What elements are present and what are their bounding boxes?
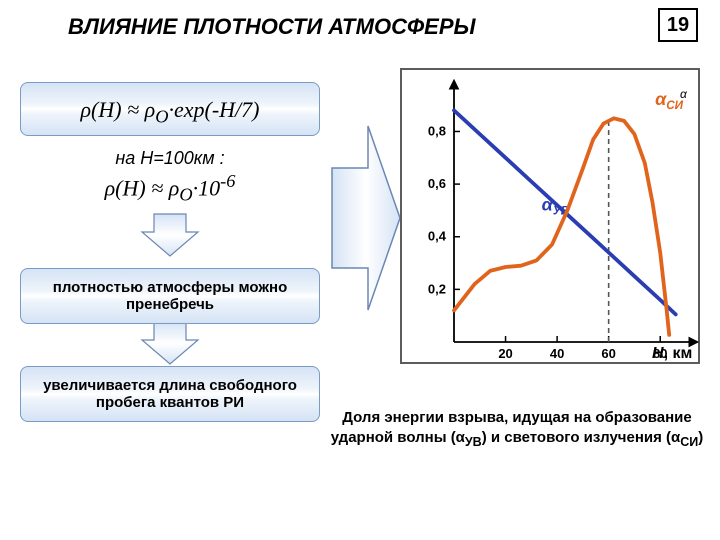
down-arrow-2 <box>140 318 200 368</box>
formula-2: на H=100км : ρ(H) ≈ ρО·10-6 <box>20 148 320 206</box>
page-title: ВЛИЯНИЕ ПЛОТНОСТИ АТМОСФЕРЫ <box>68 14 476 40</box>
svg-text:40: 40 <box>550 346 564 361</box>
right-arrow <box>326 118 404 318</box>
box-freepath: увеличивается длина свободного пробега к… <box>20 366 320 422</box>
formula-2-line1: на H=100км : <box>20 148 320 169</box>
chart-caption: Доля энергии взрыва, идущая на образован… <box>322 408 712 450</box>
svg-text:0,6: 0,6 <box>428 176 446 191</box>
box-negligible: плотностью атмосферы можно пренебречь <box>20 268 320 324</box>
svg-text:0,8: 0,8 <box>428 123 446 138</box>
chart: 204060800,20,40,60,8αH, кмαУВαСИ <box>400 68 700 364</box>
svg-text:0,2: 0,2 <box>428 281 446 296</box>
down-arrow-1 <box>140 210 200 260</box>
formula-2-line2: ρ(H) ≈ ρО·10-6 <box>20 171 320 206</box>
formula-1: ρ(H) ≈ ρО·exp(-H/7) <box>20 82 320 136</box>
svg-text:0,4: 0,4 <box>428 229 447 244</box>
svg-text:H, км: H, км <box>652 345 692 362</box>
svg-text:60: 60 <box>601 346 615 361</box>
svg-text:20: 20 <box>498 346 512 361</box>
page-number: 19 <box>658 8 698 42</box>
chart-svg: 204060800,20,40,60,8αH, кмαУВαСИ <box>402 70 702 366</box>
